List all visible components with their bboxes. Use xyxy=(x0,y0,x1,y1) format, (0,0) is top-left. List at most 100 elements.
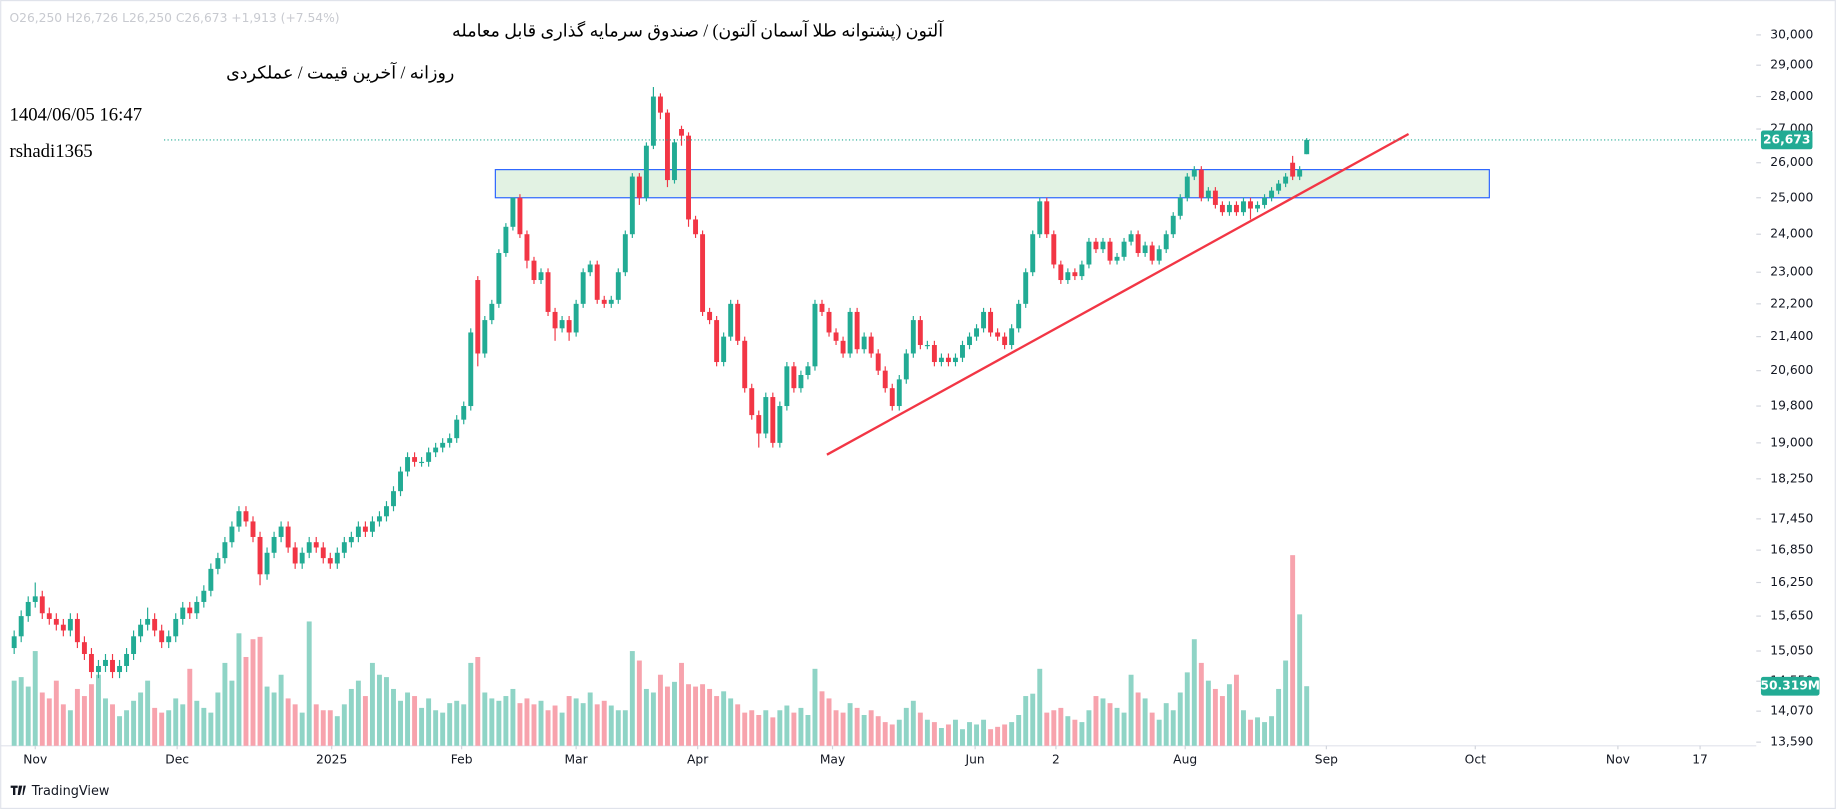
volume-bar xyxy=(1142,698,1148,746)
volume-bar xyxy=(833,710,839,746)
candle-body xyxy=(566,320,572,333)
volume-bar xyxy=(875,716,881,746)
candle-body xyxy=(924,345,930,347)
volume-bar xyxy=(510,688,516,746)
candle-body xyxy=(517,197,523,235)
candle-body xyxy=(117,665,122,673)
volume-bar xyxy=(1163,703,1169,746)
volume-bar xyxy=(475,656,481,746)
volume-bar xyxy=(503,696,509,746)
volume-bar xyxy=(39,692,45,746)
candle-body xyxy=(1079,264,1085,277)
y-tick-label: 30,000 xyxy=(1770,27,1813,41)
ohlc-info: O26,250 H26,726 L26,250 C26,673 +1,913 (… xyxy=(9,11,339,25)
candle-body xyxy=(362,526,368,532)
volume-bar xyxy=(1121,712,1127,746)
candle-body xyxy=(700,234,706,312)
volume-bar xyxy=(580,703,586,746)
volume-bar xyxy=(931,722,937,746)
volume-bar xyxy=(1030,693,1036,746)
candle-body xyxy=(791,366,797,389)
volume-bar xyxy=(25,686,31,746)
candle-body xyxy=(369,521,375,532)
candle-body xyxy=(622,234,628,273)
candle-body xyxy=(826,311,832,333)
volume-bar xyxy=(1037,668,1043,746)
volume-bar xyxy=(201,707,207,746)
candle-body xyxy=(103,659,108,666)
candle-body xyxy=(468,332,474,407)
candle-body xyxy=(643,145,649,198)
candle-body xyxy=(615,272,621,300)
candle-body xyxy=(243,511,249,522)
candle-body xyxy=(805,366,811,376)
candle-body xyxy=(861,336,867,350)
volume-bar xyxy=(587,692,593,746)
candle-body xyxy=(166,636,172,643)
candle-body xyxy=(18,616,24,637)
candle-body xyxy=(1009,328,1015,346)
candle-body xyxy=(461,406,467,420)
candle-body xyxy=(1023,272,1029,304)
volume-bar xyxy=(447,703,453,746)
candle-body xyxy=(1255,204,1260,209)
candle-body xyxy=(1290,162,1296,177)
y-tick-label: 23,000 xyxy=(1770,265,1813,279)
candle-body xyxy=(953,357,958,363)
volume-bar xyxy=(1241,710,1246,746)
candle-body xyxy=(475,280,481,354)
candle-body xyxy=(341,542,347,553)
volume-bar xyxy=(236,633,242,746)
volume-bar xyxy=(945,724,951,746)
x-tick-label: Aug xyxy=(1173,752,1197,766)
zone-rectangle xyxy=(494,169,1490,199)
author: rshadi1365 xyxy=(9,141,92,162)
candle-body xyxy=(426,452,432,462)
candle-body xyxy=(833,332,839,341)
volume-bar xyxy=(742,712,748,746)
candle-body xyxy=(398,471,403,492)
volume-bar xyxy=(250,639,256,746)
candle-body xyxy=(967,336,972,346)
candle-body xyxy=(60,624,66,631)
candle-body xyxy=(1269,190,1275,198)
volume-bar xyxy=(285,698,291,746)
volume-bar xyxy=(391,688,396,746)
volume-bar xyxy=(138,692,144,746)
volume-bar xyxy=(657,674,663,746)
volume-bar xyxy=(756,714,762,746)
candle-body xyxy=(1121,241,1127,257)
volume-bar xyxy=(1009,722,1015,746)
volume-bar xyxy=(46,698,52,746)
volume-bar xyxy=(559,712,565,746)
volume-bar xyxy=(145,680,151,746)
volume-bar xyxy=(1297,614,1303,746)
candle-body xyxy=(580,272,586,304)
volume-bar xyxy=(1184,672,1190,746)
y-tick-label: 20,600 xyxy=(1770,363,1813,377)
candle-body xyxy=(756,415,762,434)
y-tick-label: 13,590 xyxy=(1770,735,1813,749)
volume-bar xyxy=(700,684,706,746)
candle-body xyxy=(1135,234,1141,254)
x-tick-label: 17 xyxy=(1692,752,1708,766)
candle-body xyxy=(180,607,186,619)
y-tick-label: 16,850 xyxy=(1770,543,1813,557)
candle-body xyxy=(1170,215,1176,235)
volume-bar xyxy=(840,712,846,746)
volume-bar xyxy=(187,668,193,746)
volume-bar xyxy=(693,686,699,746)
volume-bar xyxy=(629,651,635,746)
x-tick-label: Dec xyxy=(165,752,189,766)
volume-bar xyxy=(103,698,108,746)
volume-bar xyxy=(770,717,776,746)
volume-bar xyxy=(903,707,909,746)
volume-bar xyxy=(376,674,382,746)
candle-body xyxy=(39,596,45,614)
volume-bar xyxy=(67,710,73,746)
volume-bar xyxy=(1051,710,1057,746)
volume-bar xyxy=(1114,707,1120,746)
volume-bar xyxy=(264,686,270,746)
candle-body xyxy=(285,526,291,548)
